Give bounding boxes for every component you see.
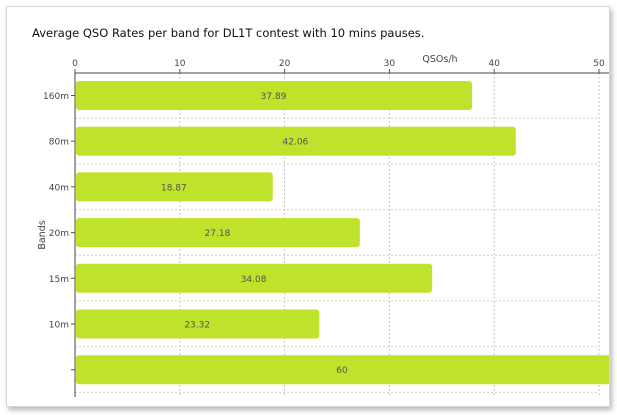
bar xyxy=(76,355,609,385)
y-tick-label: 10m xyxy=(49,321,69,331)
bar-value-label: 42.06 xyxy=(283,138,309,148)
y-axis-title: Bands xyxy=(37,220,48,249)
y-tick-label: 20m xyxy=(49,229,69,239)
bar-value-label: 60 xyxy=(336,366,348,376)
bars: 37.89 42.06 18.87 27.18 34.08 23.32 60 xyxy=(76,81,609,385)
y-tick-label: 160m xyxy=(43,92,69,102)
bar-value-label: 18.87 xyxy=(161,183,187,193)
bar xyxy=(76,126,516,156)
bar xyxy=(76,309,320,339)
bar xyxy=(76,172,273,202)
bar xyxy=(76,218,360,248)
y-tick-label: 40m xyxy=(49,183,69,193)
chart-title: Average QSO Rates per band for DL1T cont… xyxy=(32,26,424,40)
x-axis-title: QSOs/h xyxy=(422,54,457,65)
x-tick-label: 30 xyxy=(384,59,396,69)
x-tick-label: 10 xyxy=(174,59,186,69)
x-tick-label: 40 xyxy=(488,59,500,69)
bar-value-label: 27.18 xyxy=(205,229,231,239)
chart-card: Average QSO Rates per band for DL1T cont… xyxy=(6,6,610,407)
x-tick-label: 20 xyxy=(279,59,291,69)
bar-value-label: 37.89 xyxy=(261,92,287,102)
axes: 0 10 20 30 40 50 160m 80m 40m 20m 15m 10m xyxy=(43,59,609,397)
x-tick-label: 50 xyxy=(593,59,605,69)
bar-value-label: 23.32 xyxy=(184,321,210,331)
bar xyxy=(76,263,433,293)
y-tick-label: 15m xyxy=(49,275,69,285)
y-tick-label: 80m xyxy=(49,138,69,148)
bar xyxy=(76,81,473,110)
bar-chart: Average QSO Rates per band for DL1T cont… xyxy=(32,26,609,397)
bar-value-label: 34.08 xyxy=(241,275,267,285)
x-tick-label: 0 xyxy=(72,59,78,69)
